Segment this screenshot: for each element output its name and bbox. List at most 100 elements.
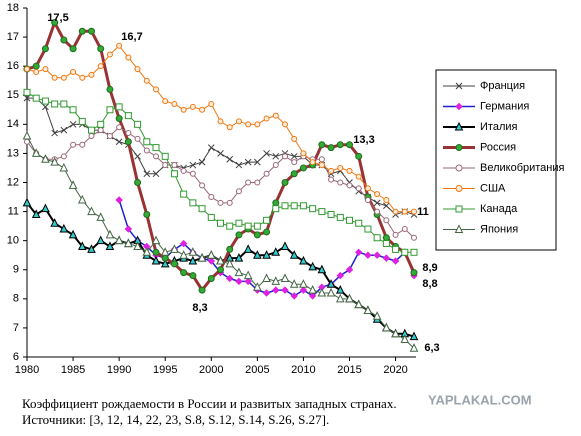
marker (235, 231, 243, 239)
legend-label: США (480, 182, 506, 194)
marker (318, 156, 325, 163)
marker (70, 68, 77, 75)
marker (391, 328, 400, 338)
marker (31, 148, 41, 157)
marker (87, 206, 96, 216)
marker (77, 241, 87, 250)
marker (299, 255, 308, 265)
x-tick-label: 2020 (383, 364, 407, 376)
marker (96, 235, 106, 245)
marker (60, 74, 67, 81)
marker (455, 102, 463, 111)
annotation: 6,3 (424, 342, 439, 354)
marker (226, 274, 234, 283)
marker (133, 241, 142, 250)
marker (143, 170, 151, 178)
marker (162, 162, 169, 169)
marker (88, 27, 95, 35)
marker (280, 273, 290, 282)
marker (272, 112, 279, 119)
marker (189, 161, 197, 169)
marker (253, 222, 261, 230)
marker (78, 117, 86, 125)
marker (161, 152, 169, 160)
marker (115, 115, 123, 123)
marker (151, 235, 161, 245)
marker (42, 103, 49, 111)
marker (401, 226, 408, 233)
marker (115, 138, 123, 146)
marker (326, 287, 336, 297)
marker (87, 244, 96, 253)
marker (160, 258, 170, 268)
legend-label: Россия (480, 141, 516, 153)
y-tick-label: 14 (7, 118, 19, 130)
marker (97, 63, 104, 70)
y-tick-label: 17 (7, 31, 19, 43)
marker (171, 100, 178, 107)
marker (208, 194, 215, 201)
marker (78, 27, 86, 35)
marker (282, 153, 288, 160)
marker (41, 203, 50, 213)
x-tick-label: 2005 (245, 364, 269, 376)
marker (355, 219, 363, 227)
marker (189, 199, 197, 207)
marker (50, 218, 59, 227)
marker (373, 234, 381, 242)
marker (188, 247, 198, 256)
marker (254, 158, 261, 166)
marker (51, 129, 58, 137)
marker (326, 279, 336, 288)
marker (336, 141, 344, 149)
marker (69, 45, 77, 53)
marker (206, 250, 216, 259)
marker (134, 135, 141, 142)
marker (60, 153, 67, 160)
marker (217, 199, 224, 206)
legend-label: Канада (480, 203, 518, 215)
x-tick-label: 1990 (107, 364, 131, 376)
marker (308, 284, 317, 294)
y-tick-label: 8 (13, 293, 19, 305)
marker (392, 208, 399, 215)
marker (115, 196, 123, 204)
marker (226, 155, 234, 163)
marker (59, 162, 69, 172)
marker (42, 66, 49, 73)
marker (411, 234, 417, 241)
marker (160, 247, 170, 256)
marker (263, 170, 270, 177)
annotation: 8,9 (422, 262, 437, 274)
marker (243, 244, 253, 253)
marker (382, 254, 391, 262)
marker (308, 292, 317, 300)
marker (234, 252, 244, 262)
marker (207, 144, 215, 151)
marker (180, 167, 187, 174)
legend-box (435, 69, 557, 251)
marker (152, 144, 160, 152)
marker (364, 185, 371, 192)
marker (245, 121, 252, 128)
marker (198, 158, 206, 166)
marker (372, 311, 382, 320)
marker (161, 254, 169, 262)
marker (22, 197, 32, 207)
annotation: 17,5 (47, 12, 68, 24)
marker (309, 159, 316, 166)
marker (317, 287, 327, 297)
marker (409, 343, 419, 352)
marker (207, 213, 215, 221)
marker (79, 141, 86, 148)
marker (336, 213, 344, 221)
marker (162, 98, 169, 105)
marker (454, 121, 464, 131)
marker (346, 141, 353, 149)
marker (282, 121, 288, 128)
marker (22, 130, 32, 140)
caption: Коэффициент рождаемости в России и разви… (22, 396, 397, 411)
marker (299, 279, 308, 288)
marker (189, 103, 196, 110)
